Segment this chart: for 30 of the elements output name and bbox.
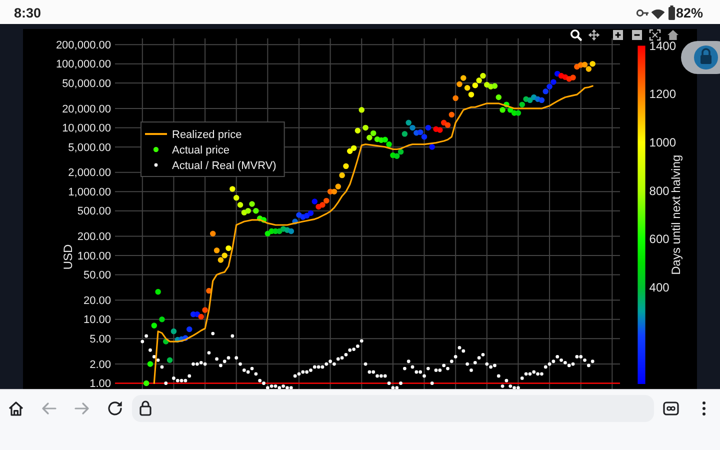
y-tick-label: 5,000.00 — [68, 142, 111, 154]
color-bar-label: 1200 — [649, 87, 676, 102]
y-tick-label: 1.00 — [90, 378, 111, 390]
y-tick-label: 20,000.00 — [62, 103, 111, 116]
y-tick-label: 100,000.00 — [56, 58, 111, 71]
y-tick-label: 100.00 — [77, 250, 111, 262]
y-tick-label: 1,000.00 — [68, 186, 111, 198]
y-tick-label: 50,000.00 — [62, 78, 111, 90]
y-tick-label: 2.00 — [90, 358, 111, 371]
color-bar-title: Days until next halving — [669, 154, 684, 275]
color-bar-label: 800 — [649, 184, 670, 198]
y-tick-label: 2,000.00 — [68, 167, 111, 180]
color-bar-label: 1000 — [649, 136, 676, 150]
y-tick-label: 200,000.00 — [56, 39, 111, 52]
y-tick-label: 10.00 — [83, 314, 111, 326]
color-bar-label: 600 — [649, 232, 670, 246]
text: 8:30 — [14, 6, 42, 20]
legend-label: Actual / Real (MVRV) — [172, 160, 276, 172]
y-tick-label: 50.00 — [83, 270, 111, 282]
y-tick-label: 5.00 — [90, 333, 111, 346]
y-tick-label: 10,000.00 — [62, 122, 111, 135]
y-axis-title: USD — [61, 244, 76, 270]
y-tick-label: 500.00 — [77, 206, 111, 218]
legend-label: Actual price — [172, 144, 230, 156]
color-bar-label: 400 — [649, 280, 670, 295]
y-tick-label: 200.00 — [77, 231, 111, 244]
legend-label: Realized price — [172, 128, 242, 141]
color-bar-label: 1400 — [649, 38, 676, 53]
y-tick-label: 20.00 — [83, 294, 111, 307]
text: 82% — [676, 6, 703, 20]
